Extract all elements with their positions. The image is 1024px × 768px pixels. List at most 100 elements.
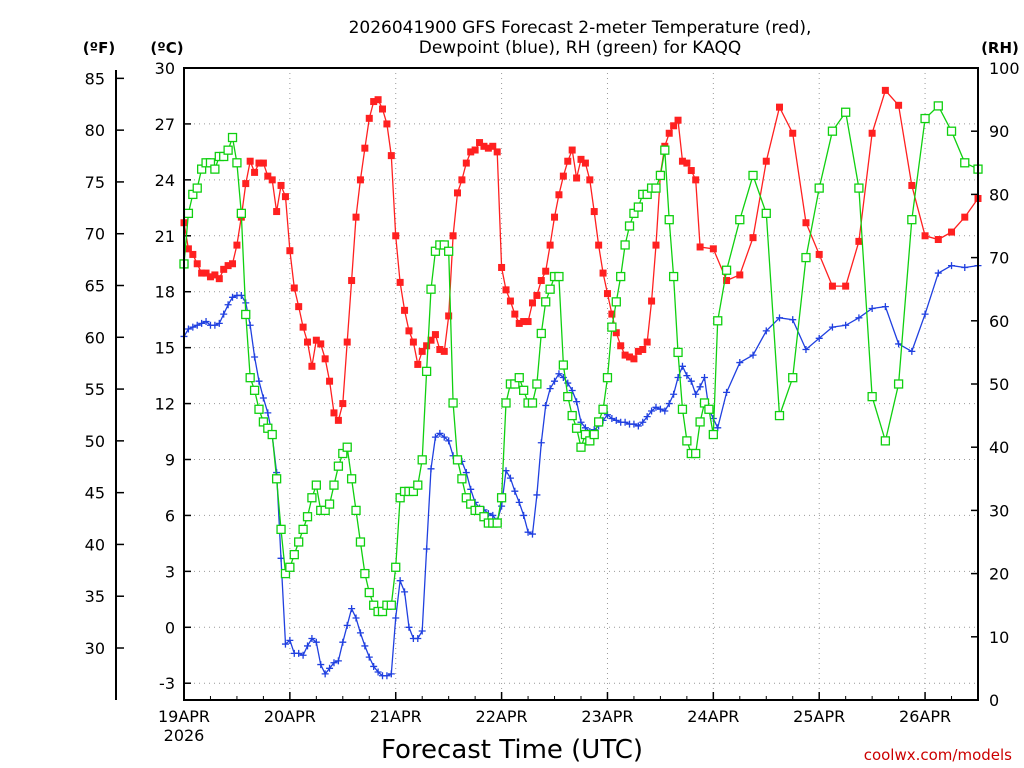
celsius-tick-label: 0 <box>165 618 175 637</box>
dewpoint-point <box>295 649 303 657</box>
rh-point <box>254 404 264 414</box>
temperature-point <box>608 310 616 318</box>
rh-point <box>748 170 758 181</box>
rh-point <box>788 373 798 383</box>
temperature-point <box>436 346 444 354</box>
temperature-point <box>577 155 585 163</box>
dewpoint-point <box>198 319 206 327</box>
temperature-point <box>215 275 223 283</box>
rh-point <box>285 562 295 572</box>
time-tick-label: 24APR <box>687 707 739 726</box>
dewpoint-point <box>281 640 289 648</box>
rh-series <box>179 101 983 617</box>
dewpoint-series <box>180 262 982 680</box>
dewpoint-point <box>908 347 916 355</box>
rh-point <box>444 246 454 256</box>
temperature-point <box>480 142 488 150</box>
temperature-point <box>555 191 563 199</box>
dewpoint-point <box>414 634 422 642</box>
dewpoint-point <box>436 429 444 437</box>
rh-point <box>655 170 666 181</box>
temperature-point <box>431 331 439 339</box>
rh-point <box>946 126 957 136</box>
temperature-point <box>471 146 479 154</box>
dewpoint-point <box>692 390 700 398</box>
dewpoint-point <box>370 662 378 670</box>
dewpoint-point <box>515 498 523 506</box>
x-axis-title: Forecast Time (UTC) <box>381 735 643 765</box>
rh-point <box>576 442 586 452</box>
temperature-point <box>648 297 656 305</box>
dewpoint-point <box>736 359 744 367</box>
temperature-point <box>361 144 369 152</box>
dewpoint-point <box>259 394 267 402</box>
dewpoint-point <box>374 668 382 676</box>
celsius-tick-label: 3 <box>165 562 175 581</box>
temperature-point <box>665 129 673 137</box>
temperature-point <box>356 176 364 184</box>
temperature-point <box>392 232 400 240</box>
fahrenheit-tick-label: 80 <box>85 121 105 140</box>
dewpoint-point <box>639 418 647 426</box>
temperature-point <box>709 245 717 253</box>
rh-point <box>673 347 683 358</box>
temperature-point <box>374 96 382 104</box>
rh-point <box>302 512 313 522</box>
series-layer <box>179 86 983 680</box>
fahrenheit-tick-label: 35 <box>85 587 105 606</box>
temperature-point <box>921 232 929 240</box>
time-tick-label: 19APR <box>158 707 210 726</box>
dewpoint-point <box>608 414 616 422</box>
temperature-point <box>603 290 611 298</box>
rh-point <box>426 284 436 294</box>
rh-point <box>346 474 357 484</box>
rh-point <box>664 215 674 225</box>
dewpoint-point <box>502 467 510 475</box>
dewpoint-point <box>881 303 889 311</box>
temperature-point <box>670 122 678 130</box>
temperature-point <box>334 416 342 424</box>
rh-point <box>532 379 542 389</box>
dewpoint-point <box>255 377 263 385</box>
temperature-point <box>842 282 850 290</box>
dewpoint-point <box>701 373 709 381</box>
temperature-point <box>687 167 695 175</box>
temperature-point <box>573 174 581 182</box>
dewpoint-point <box>308 634 316 642</box>
rh-point <box>682 436 692 446</box>
dewpoint-point <box>524 528 532 536</box>
dewpoint-point <box>652 403 660 411</box>
fahrenheit-tick-label: 40 <box>85 535 105 554</box>
dewpoint-point <box>365 653 373 661</box>
temperature-point <box>295 303 303 311</box>
dewpoint-point <box>356 629 364 637</box>
rh-point <box>677 404 688 414</box>
rh-point <box>893 379 904 389</box>
dewpoint-point <box>418 627 426 635</box>
rh-point <box>545 284 555 294</box>
rh-point <box>624 221 635 231</box>
temperature-point <box>418 347 426 355</box>
celsius-tick-label: 30 <box>155 59 175 78</box>
temperature-point <box>233 241 241 249</box>
celsius-tick-label: 12 <box>155 395 175 414</box>
dewpoint-point <box>396 577 404 585</box>
dewpoint-point <box>815 334 823 342</box>
rh-tick-label: 10 <box>989 628 1009 647</box>
dewpoint-point <box>696 383 704 391</box>
temperature-point <box>184 245 192 253</box>
dewpoint-point <box>665 400 673 408</box>
rh-point <box>276 524 286 535</box>
temperature-point <box>458 176 466 184</box>
time-tick-label: 26APR <box>899 707 951 726</box>
rh-axis: 0 10 20 30 40 50 60 70 80 90 100 <box>971 59 1020 710</box>
dewpoint-point <box>224 301 232 309</box>
celsius-unit-label: (ºC) <box>150 39 183 57</box>
temperature-point <box>383 120 391 128</box>
rh-unit-label: (RH) <box>981 39 1019 57</box>
rh-point <box>289 549 299 560</box>
dewpoint-point <box>961 263 969 271</box>
rh-point <box>598 404 608 414</box>
rh-point <box>307 493 317 503</box>
dewpoint-point <box>789 316 797 324</box>
